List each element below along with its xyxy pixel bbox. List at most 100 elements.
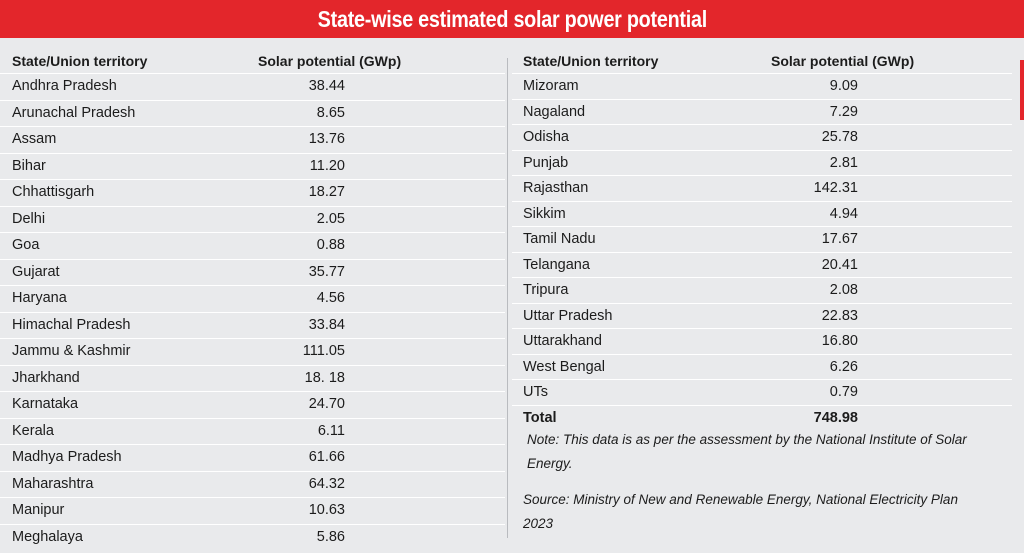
right-table: State/Union territory Solar potential (G… xyxy=(512,49,1012,430)
table-row: Nagaland 7.29 xyxy=(512,98,1012,125)
state-name: Maharashtra xyxy=(12,475,94,492)
potential-value: 2.08 xyxy=(829,282,858,298)
table-row: Bihar 11.20 xyxy=(0,152,505,180)
state-name: Madhya Pradesh xyxy=(12,449,122,465)
table-row: Andhra Pradesh 38.44 xyxy=(0,73,505,100)
potential-column-header: Solar potential (GWp) xyxy=(258,53,402,69)
table-row: Madhya Pradesh 61.66 xyxy=(0,444,505,471)
page-title: State-wise estimated solar power potenti… xyxy=(317,5,707,32)
potential-value: 38.44 xyxy=(308,78,345,94)
potential-value: 18.27 xyxy=(308,184,345,200)
table-row: Mizoram 9.09 xyxy=(512,73,1012,99)
potential-value: 22.83 xyxy=(821,307,858,324)
potential-value: 4.56 xyxy=(316,290,345,306)
potential-value: 0.79 xyxy=(829,384,858,400)
table-row: Haryana 4.56 xyxy=(0,285,505,312)
potential-value: 9.09 xyxy=(829,78,858,94)
state-name: Meghalaya xyxy=(12,528,83,545)
state-name: Andhra Pradesh xyxy=(12,78,117,94)
potential-value: 6.11 xyxy=(317,422,345,439)
table-row: Uttarakhand 16.80 xyxy=(512,328,1012,354)
potential-value: 7.29 xyxy=(829,103,858,120)
potential-value: 5.86 xyxy=(316,528,345,545)
table-row: Jharkhand 18. 18 xyxy=(0,364,505,392)
table-row: Gujarat 35.77 xyxy=(0,258,505,286)
state-name: Karnataka xyxy=(12,396,79,412)
table-row: Manipur 10.63 xyxy=(0,497,505,524)
table-row: Odisha 25.78 xyxy=(512,124,1012,150)
total-row: Total 748.98 xyxy=(512,404,1012,431)
table-row: Sikkim 4.94 xyxy=(512,200,1012,227)
column-divider xyxy=(507,58,508,538)
potential-value: 111.05 xyxy=(302,343,345,359)
right-table-body: Mizoram 9.09 Nagaland 7.29 Odisha 25.78 Punjab… xyxy=(512,73,1012,405)
potential-value: 13.76 xyxy=(308,131,345,147)
state-name: Tamil Nadu xyxy=(523,231,596,247)
table-row: Arunachal Pradesh 8.65 xyxy=(0,99,505,127)
table-row: Delhi 2.05 xyxy=(0,205,505,233)
potential-value: 10.63 xyxy=(308,502,345,518)
potential-value: 2.05 xyxy=(316,210,345,227)
table-row: Jammu & Kashmir 111.05 xyxy=(0,338,505,365)
potential-value: 20.41 xyxy=(821,256,858,273)
table-row: Himachal Pradesh 33.84 xyxy=(0,311,505,339)
potential-value: 11.20 xyxy=(309,157,345,174)
state-name: West Bengal xyxy=(523,358,605,375)
table-row: UTs 0.79 xyxy=(512,379,1012,405)
left-table: State/Union territory Solar potential (G… xyxy=(0,49,505,550)
state-name: UTs xyxy=(523,384,548,400)
state-name: Odisha xyxy=(523,129,569,145)
potential-value: 25.78 xyxy=(821,129,858,145)
potential-value: 6.26 xyxy=(829,358,858,375)
table-row: Uttar Pradesh 22.83 xyxy=(512,302,1012,329)
state-name: Arunachal Pradesh xyxy=(12,104,136,121)
source-text: Source: Ministry of New and Renewable En… xyxy=(523,492,958,531)
state-name: Delhi xyxy=(12,210,46,227)
state-name: Haryana xyxy=(12,290,67,306)
state-column-header: State/Union territory xyxy=(523,53,659,69)
table-row: Kerala 6.11 xyxy=(0,417,505,445)
total-label: Total xyxy=(523,409,557,426)
state-name: Kerala xyxy=(12,422,54,439)
left-table-body: Andhra Pradesh 38.44 Arunachal Pradesh 8.65… xyxy=(0,73,505,550)
state-name: Chhattisgarh xyxy=(12,184,95,200)
state-name: Uttar Pradesh xyxy=(523,307,613,324)
state-name: Jharkhand xyxy=(12,369,80,386)
potential-value: 64.32 xyxy=(308,475,345,492)
state-name: Uttarakhand xyxy=(523,333,602,349)
potential-value: 61.66 xyxy=(308,449,345,465)
state-name: Nagaland xyxy=(523,103,586,120)
state-name: Goa xyxy=(12,237,40,253)
left-table-header: State/Union territory Solar potential (G… xyxy=(0,49,505,73)
potential-value: 8.65 xyxy=(316,104,345,121)
table-row: Maharashtra 64.32 xyxy=(0,470,505,498)
state-name: Bihar xyxy=(12,157,46,174)
table-row: Karnataka 24.70 xyxy=(0,391,505,418)
right-table-header: State/Union territory Solar potential (G… xyxy=(512,49,1012,73)
state-name: Punjab xyxy=(523,154,569,171)
state-name: Assam xyxy=(12,131,57,147)
potential-value: 16.80 xyxy=(821,333,858,349)
total-value: 748.98 xyxy=(813,409,858,426)
potential-value: 0.88 xyxy=(316,237,345,253)
potential-value: 35.77 xyxy=(308,263,345,280)
potential-value: 33.84 xyxy=(308,316,345,333)
state-name: Mizoram xyxy=(523,78,579,94)
potential-value: 18. 18 xyxy=(304,369,345,386)
state-name: Telangana xyxy=(523,256,590,273)
state-name: Gujarat xyxy=(12,263,60,280)
table-row: Rajasthan 142.31 xyxy=(512,175,1012,201)
table-row: Goa 0.88 xyxy=(0,232,505,259)
potential-value: 142.31 xyxy=(813,180,858,196)
state-name: Jammu & Kashmir xyxy=(12,343,131,359)
title-bar: State-wise estimated solar power potenti… xyxy=(0,0,1024,38)
table-row: Punjab 2.81 xyxy=(512,149,1012,176)
table-row: Chhattisgarh 18.27 xyxy=(0,179,505,206)
potential-value: 4.94 xyxy=(829,205,858,222)
potential-column-header: Solar potential (GWp) xyxy=(771,53,915,69)
state-name: Himachal Pradesh xyxy=(12,316,131,333)
potential-value: 24.70 xyxy=(308,396,345,412)
table-row: Telangana 20.41 xyxy=(512,251,1012,278)
state-column-header: State/Union territory xyxy=(12,53,148,69)
note-text: Note: This data is as per the assessment… xyxy=(527,432,967,471)
